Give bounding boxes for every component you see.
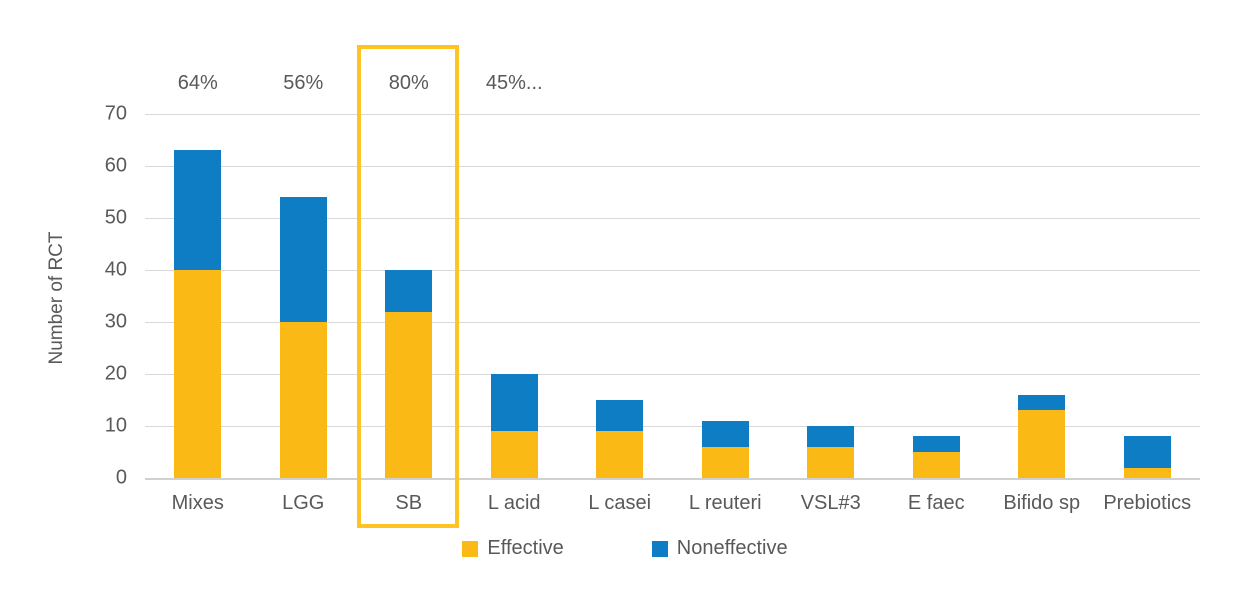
- bar-stack: [912, 436, 960, 478]
- y-tick-label: 40: [104, 258, 127, 281]
- bar-segment-effective: [174, 270, 222, 478]
- bar-stack: [490, 374, 538, 478]
- bar-column-sb: 80%: [356, 45, 462, 528]
- bar-stack: [279, 197, 327, 478]
- bar-segment-effective: [807, 446, 855, 478]
- bar-stack: [596, 400, 644, 478]
- bar-stack: [174, 150, 222, 478]
- y-tick-label: 30: [104, 310, 127, 333]
- y-tick-label: 70: [104, 102, 127, 125]
- bar-segment-noneffective: [807, 426, 855, 447]
- legend: Effective Noneffective: [0, 537, 1250, 560]
- x-tick-label: VSL#3: [800, 492, 861, 514]
- bar-segment-effective: [596, 431, 644, 478]
- bar-segment-noneffective: [1018, 394, 1066, 411]
- gridline: [145, 113, 1200, 115]
- x-tick-label: Mixes: [171, 492, 224, 514]
- plot-area: 64% 56% 80% 45%...: [145, 45, 1201, 528]
- x-tick-label: L reuteri: [688, 492, 762, 514]
- bar-segment-effective: [1018, 410, 1066, 478]
- legend-swatch-effective: [462, 540, 479, 557]
- bar-segment-effective: [912, 452, 960, 478]
- bar-segment-noneffective: [701, 420, 749, 447]
- percentage-label: 80%: [388, 72, 429, 94]
- percentage-label: 64%: [177, 72, 218, 94]
- y-axis: 0 10 20 30 40 50 60 70: [55, 103, 127, 489]
- bar-column-vsl-3: [778, 114, 884, 478]
- bar-segment-noneffective: [596, 400, 644, 432]
- bar-stack: [701, 420, 749, 478]
- bar-stack: [1123, 436, 1171, 478]
- x-tick-label: L casei: [588, 492, 652, 514]
- bar-column-prebiotics: [1095, 114, 1201, 478]
- x-tick-label: Bifido sp: [1003, 492, 1081, 514]
- percentage-label: 56%: [283, 72, 324, 94]
- bar-column-mixes: 64%: [145, 72, 251, 478]
- bar-segment-effective: [1123, 467, 1171, 478]
- bar-segment-effective: [701, 446, 749, 478]
- y-tick-label: 0: [115, 466, 127, 489]
- x-tick-label: E faec: [907, 492, 965, 514]
- bar-segment-noneffective: [174, 150, 222, 270]
- bar-segment-noneffective: [279, 197, 327, 322]
- bar-segment-effective: [385, 311, 433, 478]
- bar-column-l-casei: [567, 114, 673, 478]
- bar-column-e-faec: [884, 114, 990, 478]
- x-tick-label: LGG: [282, 492, 325, 514]
- bar-column-lgg: 56%: [251, 72, 357, 478]
- x-axis: Mixes LGG SB L acid L casei L reuteri VSL#3 E f…: [145, 492, 1200, 515]
- bar-segment-noneffective: [912, 436, 960, 452]
- x-tick-label: Prebiotics: [1103, 492, 1192, 514]
- legend-label: Effective: [487, 537, 564, 559]
- bar-stack: [807, 426, 855, 478]
- x-tick-label: SB: [395, 492, 423, 514]
- bar-segment-noneffective: [1123, 436, 1171, 468]
- legend-label: Noneffective: [676, 537, 788, 559]
- bar-segment-effective: [490, 431, 538, 478]
- bar-column-l-reuteri: [673, 114, 779, 478]
- bar-stack: [1018, 394, 1066, 478]
- y-tick-label: 10: [104, 414, 127, 437]
- x-tick-label: L acid: [487, 492, 541, 514]
- bar-segment-effective: [279, 322, 327, 478]
- gridline: [145, 373, 1200, 375]
- y-tick-label: 60: [104, 154, 127, 177]
- bar-segment-noneffective: [490, 374, 538, 432]
- bar-segment-noneffective: [385, 270, 433, 312]
- legend-swatch-noneffective: [651, 540, 668, 557]
- bars-layer: 64% 56% 80% 45%...: [145, 45, 1201, 528]
- percentage-label: 45%...: [485, 72, 543, 94]
- y-tick-label: 20: [104, 362, 127, 385]
- y-tick-label: 50: [104, 206, 127, 229]
- bar-stack: [385, 270, 433, 478]
- legend-item-noneffective: Noneffective: [651, 537, 788, 560]
- legend-item-effective: Effective: [462, 537, 564, 560]
- gridline: [145, 217, 1200, 219]
- bar-column-l-acid: 45%...: [462, 72, 568, 478]
- gridline: [145, 269, 1200, 271]
- gridline: [145, 321, 1200, 323]
- gridline: [145, 477, 1200, 480]
- gridline: [145, 165, 1200, 167]
- bar-column-bifido-sp: [989, 114, 1095, 478]
- gridline: [145, 425, 1200, 427]
